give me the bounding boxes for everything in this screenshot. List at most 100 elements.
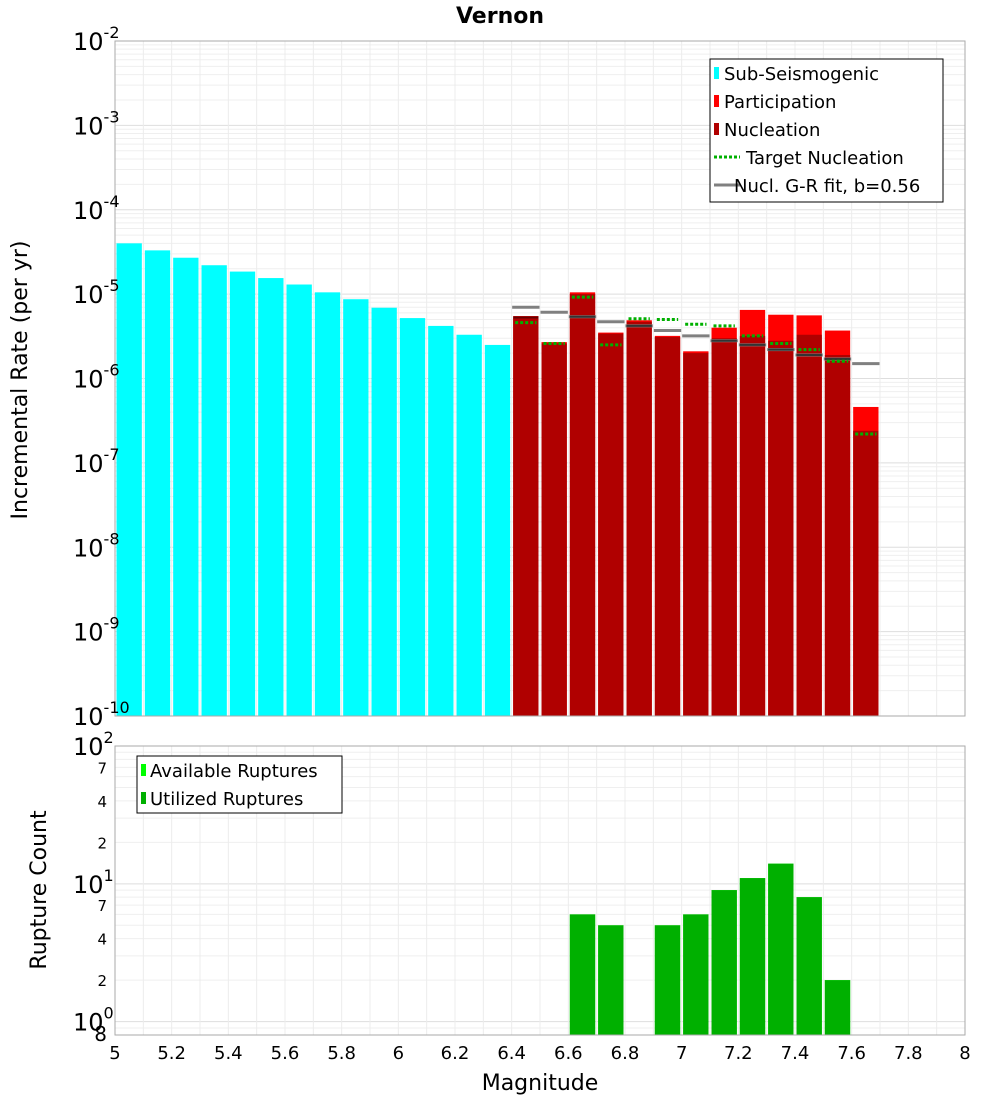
sub-seismogenic-bar — [371, 307, 397, 716]
x-tick-label: 6 — [393, 1043, 404, 1064]
utilized-ruptures-bar — [711, 890, 737, 1035]
sub-seismogenic-bar — [343, 299, 369, 716]
utilized-ruptures-bar — [768, 863, 794, 1035]
legend-label: Nucl. G-R fit, b=0.56 — [734, 176, 920, 197]
nucleation-bar — [598, 333, 624, 716]
nucleation-bar — [513, 318, 539, 716]
sub-seismogenic-bar — [286, 284, 312, 716]
legend-label: Participation — [724, 92, 836, 113]
x-tick-label: 7.2 — [724, 1043, 753, 1064]
rate-y-tick-label: 10-6 — [73, 361, 120, 394]
legend-label: Sub-Seismogenic — [724, 64, 879, 85]
nucleation-bar — [824, 354, 851, 716]
rate-y-tick-label: 10-8 — [73, 529, 120, 562]
rate-y-tick-label: 10-4 — [73, 192, 120, 225]
x-tick-label: 5.6 — [271, 1043, 300, 1064]
utilized-ruptures-bar — [654, 925, 681, 1035]
legend-swatch-nucleation — [714, 123, 719, 135]
utilized-ruptures-bar — [824, 980, 851, 1035]
legend-swatch-sub-seismogenic — [714, 67, 719, 79]
sub-seismogenic-bar — [201, 265, 227, 716]
nucleation-bar — [796, 334, 822, 716]
count-y-minor-tick-label: 7 — [97, 897, 107, 915]
utilized-ruptures-bar — [796, 897, 822, 1035]
count-y-tick-label: 100 — [73, 1004, 114, 1037]
x-tick-label: 5.2 — [157, 1043, 186, 1064]
nucleation-bar — [683, 353, 709, 716]
rate-y-tick-labels: 10-10 10-9 10-8 10-7 10-6 10-5 10-4 10-3 10-2 — [73, 23, 130, 731]
rate-legend: Sub-Seismogenic Participation Nucleation Ta… — [709, 58, 944, 203]
sub-seismogenic-bar — [116, 243, 142, 717]
x-tick-label: 7.8 — [894, 1043, 923, 1064]
x-tick-label: 7.6 — [837, 1043, 866, 1064]
count-y-minor-tick-label: 4 — [97, 793, 107, 811]
utilized-ruptures-bar — [569, 914, 596, 1035]
count-y-tick-label: 101 — [73, 866, 114, 899]
count-y-minor-tick-label: 4 — [97, 931, 107, 949]
legend-swatch-utilized-ruptures — [141, 792, 146, 804]
x-tick-label: 7 — [676, 1043, 687, 1064]
x-tick-label: 5.8 — [327, 1043, 356, 1064]
count-y-axis-label: Rupture Count — [27, 810, 52, 970]
rate-y-tick-label: 10-9 — [73, 614, 120, 647]
count-bars — [569, 863, 851, 1035]
nucleation-bar — [654, 337, 681, 716]
count-y-tick-label: 102 — [73, 728, 114, 761]
count-y-minor-tick-label: 2 — [97, 834, 107, 852]
count-plot-frame — [114, 745, 966, 1036]
nucleation-bar — [541, 343, 567, 716]
x-tick-labels: 5 5.2 5.4 5.6 5.8 6 6.2 6.4 6.6 6.8 7 7.2 7.4 7.6 7.8 8 — [109, 1043, 970, 1064]
sub-seismogenic-bar — [399, 318, 426, 716]
legend-swatch-available-ruptures — [141, 764, 146, 776]
sub-seismogenic-bar — [144, 250, 171, 717]
rate-plot-frame — [114, 40, 966, 717]
sub-seismogenic-bar — [258, 278, 284, 716]
chart-title: Vernon — [456, 4, 544, 29]
x-axis-label: Magnitude — [482, 1071, 599, 1096]
x-tick-label: 6.6 — [554, 1043, 583, 1064]
count-y-tick-labels: 100 101 102 8 2 4 7 2 4 7 — [73, 728, 114, 1046]
count-y-minor-tick-label: 8 — [94, 1022, 107, 1046]
sub-seismogenic-bar — [484, 344, 511, 716]
legend-label: Utilized Ruptures — [150, 789, 303, 810]
sub-seismogenic-bar — [428, 325, 454, 716]
rate-y-tick-label: 10-10 — [73, 698, 130, 731]
rate-y-axis-label: Incremental Rate (per yr) — [8, 241, 33, 520]
legend-swatch-participation — [714, 95, 719, 107]
nucleation-bar — [853, 430, 879, 716]
rate-y-tick-label: 10-5 — [73, 276, 120, 309]
legend-label: Target Nucleation — [745, 148, 904, 169]
nucleation-bar — [711, 338, 737, 716]
x-tick-label: 6.2 — [441, 1043, 470, 1064]
count-y-minor-tick-label: 2 — [97, 972, 107, 990]
rate-y-tick-label: 10-3 — [73, 107, 120, 140]
count-legend-box — [136, 755, 343, 814]
x-tick-label: 6.8 — [611, 1043, 640, 1064]
x-tick-label: 5 — [109, 1043, 120, 1064]
legend-label: Nucleation — [724, 120, 820, 141]
x-tick-label: 8 — [959, 1043, 970, 1064]
rate-panel: 10-10 10-9 10-8 10-7 10-6 10-5 10-4 10-3 10-2 In… — [8, 23, 966, 731]
count-legend: Available Ruptures Utilized Ruptures — [136, 755, 343, 814]
rate-y-tick-label: 10-2 — [73, 23, 120, 56]
count-panel: 100 101 102 8 2 4 7 2 4 7 5 5.2 5.4 5.6 5.8 6 6.2 6.4 6.6… — [27, 728, 971, 1096]
rate-legend-box — [709, 58, 944, 203]
rate-y-tick-label: 10-7 — [73, 445, 120, 478]
legend-label: Available Ruptures — [150, 761, 318, 782]
x-tick-label: 7.4 — [781, 1043, 810, 1064]
sub-seismogenic-bar — [314, 292, 341, 716]
utilized-ruptures-bar — [598, 925, 624, 1035]
x-tick-label: 6.4 — [497, 1043, 526, 1064]
nucleation-bar — [768, 340, 794, 716]
nucleation-bar — [739, 335, 766, 716]
nucleation-bar — [569, 294, 596, 716]
utilized-ruptures-bar — [683, 914, 709, 1035]
count-y-minor-tick-label: 7 — [97, 759, 107, 777]
sub-seismogenic-bar — [456, 334, 482, 716]
x-tick-label: 5.4 — [214, 1043, 243, 1064]
nucleation-bar — [626, 321, 652, 716]
sub-seismogenic-bar — [173, 257, 199, 716]
utilized-ruptures-bar — [739, 878, 766, 1035]
sub-seismogenic-bar — [229, 271, 256, 716]
